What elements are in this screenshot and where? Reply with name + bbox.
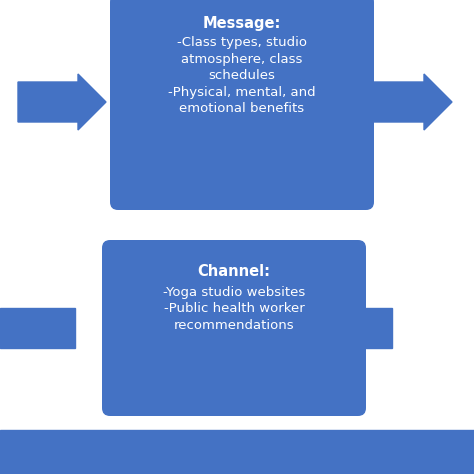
FancyBboxPatch shape	[110, 0, 374, 210]
Text: -Class types, studio
atmosphere, class
schedules
-Physical, mental, and
emotiona: -Class types, studio atmosphere, class s…	[168, 36, 316, 115]
Text: Message:: Message:	[203, 16, 281, 31]
Text: Channel:: Channel:	[198, 264, 271, 279]
FancyArrow shape	[372, 74, 452, 130]
FancyArrow shape	[18, 74, 106, 130]
Text: -Yoga studio websites
-Public health worker
recommendations: -Yoga studio websites -Public health wor…	[163, 286, 305, 332]
Bar	[0, 308, 75, 348]
Bar	[0, 430, 474, 474]
Bar	[362, 308, 392, 348]
FancyBboxPatch shape	[102, 240, 366, 416]
